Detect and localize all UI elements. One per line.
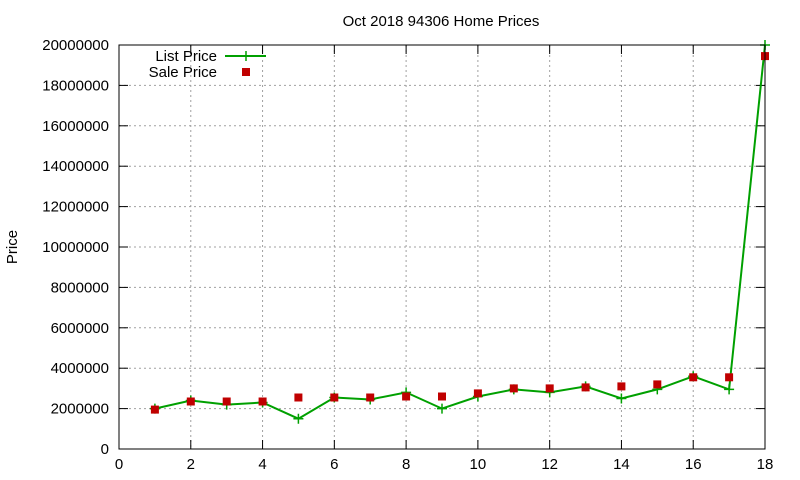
x-tick-label: 4 (258, 456, 266, 473)
legend-swatch-sale-price (242, 68, 250, 76)
sale-price-point (725, 373, 734, 382)
y-tick-label: 0 (101, 441, 109, 458)
list-price-line (154, 44, 766, 420)
sale-price-point (222, 397, 231, 406)
sale-price-point (653, 380, 662, 389)
sale-price-point (186, 397, 195, 406)
sale-price-point (150, 405, 159, 414)
sale-price-point (438, 392, 446, 401)
y-axis-label: Price (4, 230, 21, 264)
plot-area (149, 40, 770, 424)
y-tick-label: 4000000 (51, 360, 109, 377)
sale-price-point (617, 382, 626, 391)
y-tick-label: 16000000 (42, 118, 109, 135)
legend-marker-list-price (241, 51, 251, 61)
axis-ticks: 0200000040000006000000800000010000000120… (42, 37, 773, 473)
x-tick-label: 6 (330, 456, 338, 473)
sale-price-point (366, 393, 375, 402)
y-tick-label: 10000000 (42, 239, 109, 256)
list-price-point (724, 384, 735, 395)
sale-price-point (509, 384, 518, 393)
y-tick-label: 18000000 (42, 77, 109, 94)
legend-label-list-price: List Price (155, 48, 217, 65)
sale-price-point (258, 397, 267, 406)
list-price-point (437, 403, 447, 414)
x-tick-label: 10 (470, 456, 487, 473)
x-tick-label: 0 (115, 456, 123, 473)
sale-price-point (581, 383, 590, 392)
x-tick-label: 14 (613, 456, 630, 473)
sale-price-point (545, 384, 554, 393)
list-price-point (293, 413, 304, 424)
y-tick-label: 12000000 (42, 199, 109, 216)
sale-price-point (402, 392, 411, 401)
y-tick-label: 2000000 (51, 401, 109, 418)
sale-price-point (689, 373, 698, 382)
list-price-point (616, 393, 627, 404)
chart-title: Oct 2018 94306 Home Prices (343, 13, 540, 30)
y-tick-label: 14000000 (42, 158, 109, 175)
sale-price-point (294, 393, 303, 402)
x-tick-label: 2 (187, 456, 195, 473)
y-tick-label: 6000000 (51, 320, 109, 337)
grid (119, 45, 765, 449)
x-tick-label: 18 (757, 456, 774, 473)
plot-frame (118, 44, 766, 450)
sale-price-point (473, 389, 482, 398)
y-tick-label: 20000000 (42, 37, 109, 54)
x-tick-label: 16 (685, 456, 702, 473)
x-tick-label: 8 (402, 456, 410, 473)
x-tick-label: 12 (541, 456, 558, 473)
y-tick-label: 8000000 (51, 279, 109, 296)
legend-label-sale-price: Sale Price (149, 64, 217, 81)
sale-price-point (330, 393, 339, 402)
